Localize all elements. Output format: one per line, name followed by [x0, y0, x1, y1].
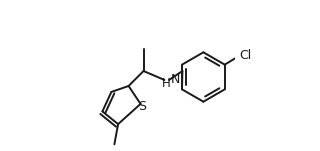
- Text: H: H: [162, 77, 171, 90]
- Text: N: N: [171, 74, 180, 87]
- Text: Cl: Cl: [240, 49, 252, 62]
- Text: S: S: [138, 100, 146, 113]
